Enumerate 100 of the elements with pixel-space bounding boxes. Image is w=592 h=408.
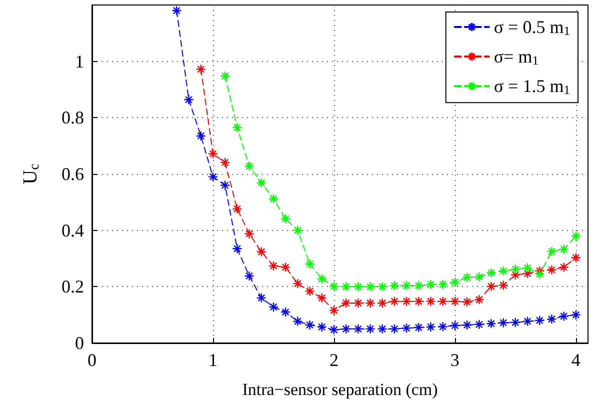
point [316,322,327,332]
point [280,214,291,224]
point [546,314,557,324]
y-tick-label: 0 [75,333,84,353]
point [534,268,545,280]
point [462,272,472,282]
point [498,318,508,328]
point [558,262,569,272]
point [486,268,496,278]
point [546,264,557,275]
point [570,252,582,263]
x-tick-label: 3 [450,350,460,370]
point [353,298,364,308]
point [256,246,266,257]
point [486,281,496,292]
point [280,306,291,318]
point [510,264,521,274]
point [268,194,279,204]
point [474,319,484,330]
point [328,324,340,335]
point [340,324,352,334]
point [510,317,521,328]
point [292,316,303,326]
point [316,292,327,304]
y-tick-label: 1 [75,51,84,72]
point [401,280,412,291]
point [438,279,448,290]
point [450,277,460,288]
point [208,172,218,182]
point [474,294,484,305]
point [570,310,582,320]
point [280,262,291,272]
point [304,258,315,269]
point [220,157,230,168]
point [244,161,254,172]
point [389,324,400,334]
y-tick-label: 0.4 [62,220,84,240]
point [510,270,521,280]
point [268,302,279,312]
point [292,278,303,289]
point [220,70,230,82]
point [377,282,388,292]
point [522,262,533,273]
point [474,272,484,282]
point [462,320,472,330]
x-axis-title: Intra−sensor separation (cm) [242,380,438,399]
point [401,322,412,334]
point [268,260,279,271]
y-tick-label: 0.2 [62,276,84,297]
point [522,268,533,279]
point [414,280,424,291]
point [570,230,582,242]
point [377,298,388,308]
point [328,305,340,316]
point [328,281,340,292]
point [232,122,242,133]
y-tick-label: 0.8 [62,108,84,128]
point [389,296,400,306]
y-axis-title: Uc [20,164,42,184]
point [256,292,266,304]
point [426,322,436,332]
point [365,282,376,292]
point [438,296,448,306]
x-tick-label: 0 [88,350,96,370]
point [304,320,315,330]
point [438,322,448,332]
point [172,6,182,16]
point [365,324,376,334]
point [316,274,327,284]
point [450,296,460,306]
point [232,204,242,214]
point [450,320,460,331]
point [414,322,424,333]
point [256,178,266,188]
point [292,225,303,236]
point [232,244,242,254]
point [377,324,388,334]
x-tick-label: 1 [208,350,218,370]
point [426,296,436,306]
x-tick-label: 2 [329,350,338,370]
point [244,228,254,239]
x-tick-label: 4 [571,350,580,370]
point [304,286,315,296]
point [389,280,400,291]
point [486,318,496,329]
point [340,298,352,308]
point [498,266,508,276]
point [462,296,472,307]
point [498,280,508,290]
point [340,282,352,292]
point [558,244,569,254]
point [353,282,364,292]
point [196,130,206,142]
point [196,64,206,74]
point [546,246,557,257]
point [558,311,569,322]
y-tick-label: 0.6 [62,164,84,184]
point [534,315,545,326]
point [414,296,424,306]
point [365,298,376,308]
